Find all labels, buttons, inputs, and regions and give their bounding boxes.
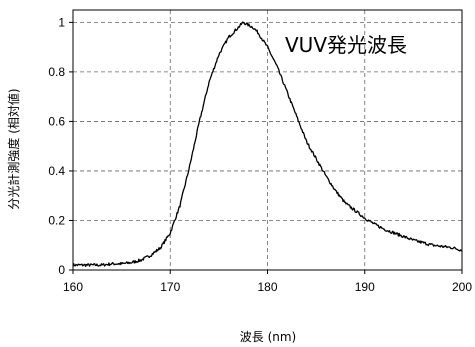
x-tick-label: 180 bbox=[257, 280, 277, 294]
y-tick-label: 0 bbox=[58, 263, 65, 277]
x-tick-label: 190 bbox=[355, 280, 375, 294]
series-line bbox=[72, 21, 463, 268]
y-tick-label: 0.4 bbox=[48, 164, 65, 178]
x-tick-label: 200 bbox=[452, 280, 472, 294]
x-tick-label: 170 bbox=[160, 280, 180, 294]
y-tick-label: 0.2 bbox=[48, 213, 65, 227]
x-axis-label: 波長 (nm) bbox=[240, 330, 296, 344]
y-tick-label: 0.6 bbox=[48, 114, 65, 128]
x-tick-label: 160 bbox=[63, 280, 83, 294]
y-axis-label: 分光計測強度 (相対値) bbox=[6, 88, 21, 209]
y-tick-label: 0.8 bbox=[48, 65, 65, 79]
y-axis-ticks: 0 0.2 0.4 0.6 0.8 1 bbox=[48, 15, 73, 277]
x-axis-ticks: 160 170 180 190 200 bbox=[63, 270, 472, 294]
grid-lines bbox=[73, 10, 462, 270]
annotation-label: VUV発光波長 bbox=[285, 33, 407, 57]
y-tick-label: 1 bbox=[58, 15, 65, 29]
